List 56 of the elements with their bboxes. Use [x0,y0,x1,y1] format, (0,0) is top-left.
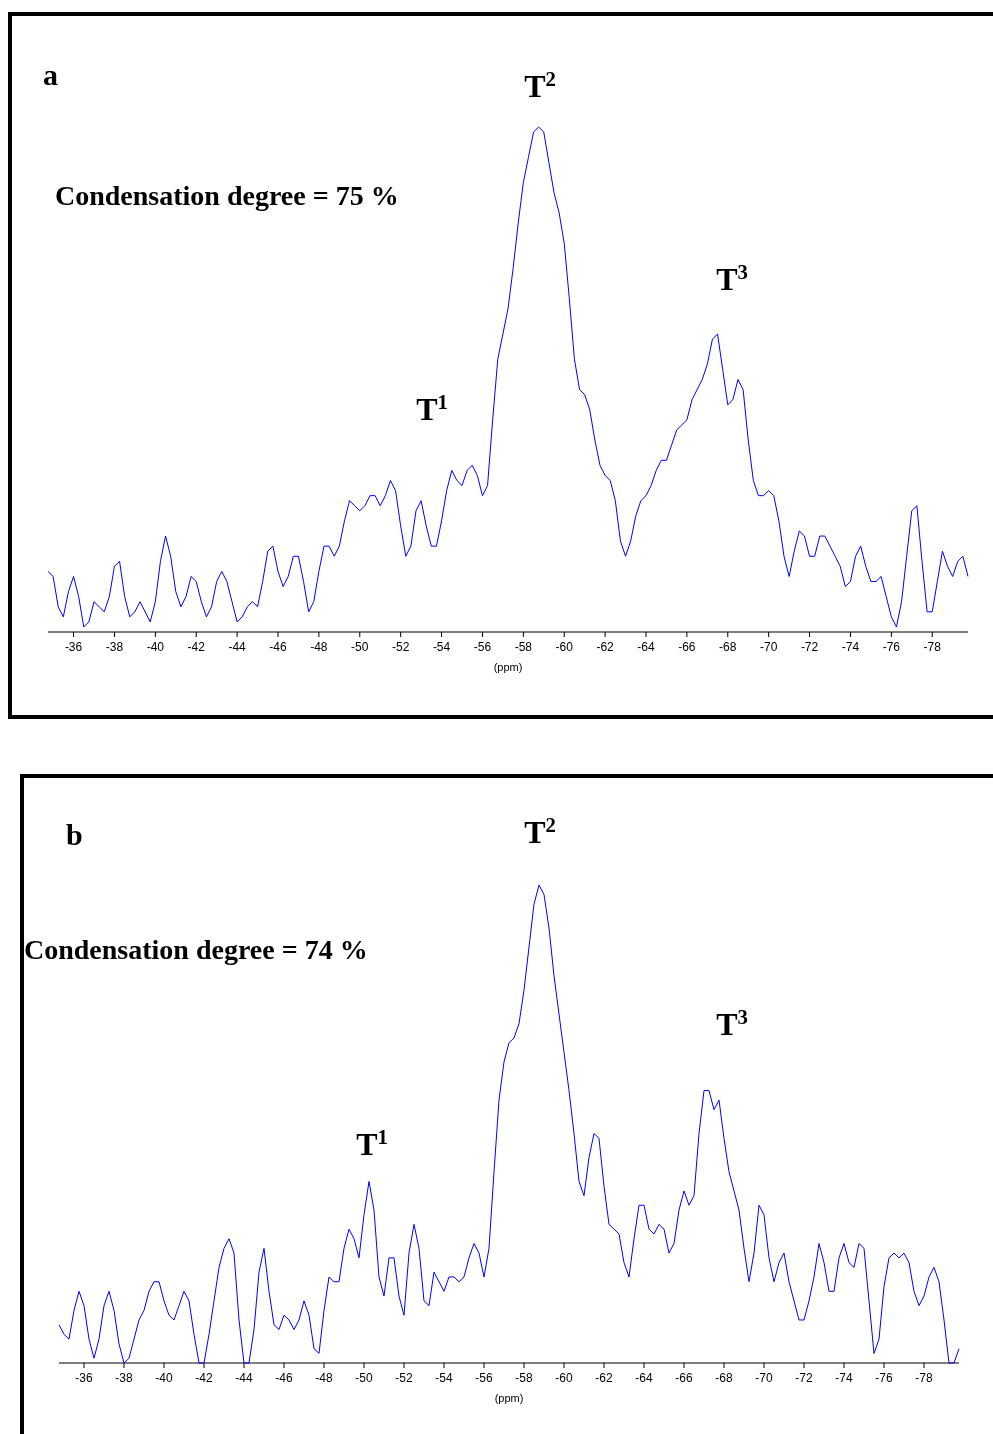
x-tick-label: -78 [923,640,942,654]
x-tick-label: -48 [315,1371,333,1385]
x-tick-label: -74 [841,640,860,654]
x-tick-label: -52 [391,640,410,654]
x-tick-label: -66 [678,640,696,654]
x-tick-label: -60 [555,640,574,654]
x-tick-label: -70 [759,640,778,654]
x-tick-label: -74 [835,1371,853,1385]
x-tick-label: -38 [115,1371,133,1385]
x-tick-label: -70 [755,1371,773,1385]
x-tick-label: -44 [228,640,247,654]
x-tick-label: -42 [187,640,206,654]
text: a [43,58,58,91]
x-tick-label: -62 [595,1371,613,1385]
x-tick-label: -40 [146,640,165,654]
annotation: Condensation degree = 75 % [55,180,399,211]
x-tick-label: -76 [875,1371,893,1385]
x-tick-label: -72 [795,1371,813,1385]
x-tick-label: -46 [275,1371,293,1385]
x-tick-label: -66 [675,1371,693,1385]
x-tick-label: -64 [635,1371,653,1385]
x-tick-label: -78 [915,1371,933,1385]
x-tick-label: -40 [155,1371,173,1385]
x-axis-title: (ppm) [494,1392,524,1404]
x-tick-label: -44 [235,1371,253,1385]
x-tick-label: -56 [475,1371,493,1385]
x-tick-label: -58 [514,640,533,654]
x-tick-label: -42 [195,1371,213,1385]
x-tick-label: -72 [800,640,819,654]
text: T$^{2}$ [524,812,556,850]
x-tick-label: -64 [637,640,655,654]
annotation: T$^{3}$ [716,1004,748,1042]
x-tick-label: -36 [64,640,83,654]
text: b [66,818,83,851]
x-axis-title: (ppm) [493,661,523,673]
x-tick-label: -56 [473,640,492,654]
x-tick-label: -76 [882,640,901,654]
x-tick-label: -62 [596,640,615,654]
annotation: T$^{3}$ [716,259,748,297]
x-tick-label: -48 [310,640,328,654]
x-tick-label: -50 [355,1371,373,1385]
x-tick-label: -50 [351,640,369,654]
x-tick-label: -38 [105,640,124,654]
x-tick-label: -68 [719,640,737,654]
annotation: T$^{1}$ [356,1124,388,1162]
text: T$^{2}$ [524,66,556,104]
x-tick-label: -60 [555,1371,573,1385]
x-tick-label: -68 [715,1371,733,1385]
x-tick-label: -36 [75,1371,93,1385]
annotation: Condensation degree = 74 % [24,934,368,965]
annotation: T$^{1}$ [416,389,448,427]
x-tick-label: -54 [435,1371,453,1385]
x-tick-label: -46 [269,640,287,654]
x-tick-label: -58 [515,1371,533,1385]
x-tick-label: -52 [395,1371,413,1385]
x-tick-label: -54 [432,640,451,654]
